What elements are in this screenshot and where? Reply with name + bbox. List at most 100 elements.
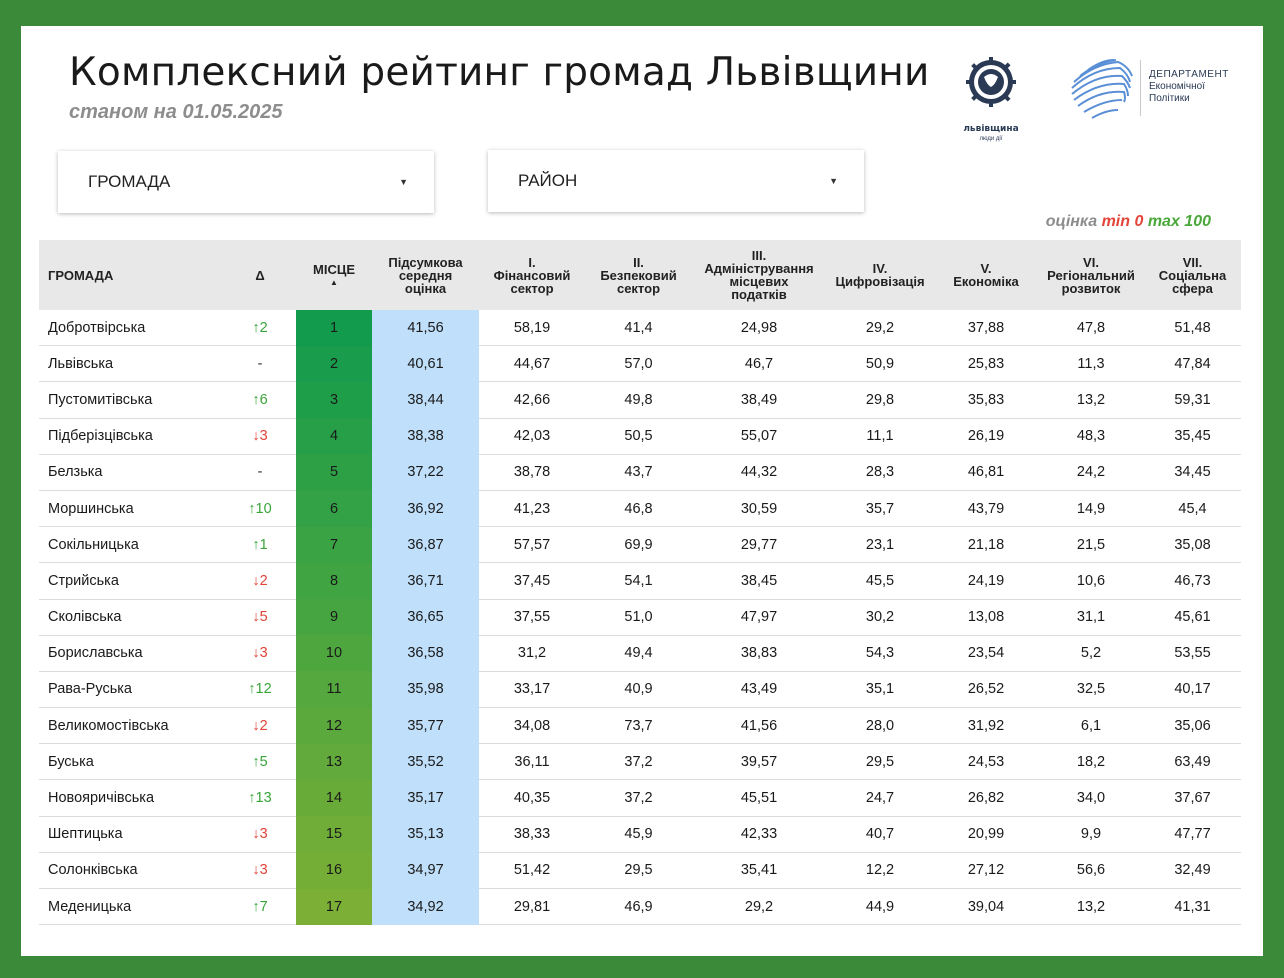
score-cell: 47,84 xyxy=(1144,345,1241,383)
score-cell: 11,3 xyxy=(1038,345,1144,383)
score-cell: 11,1 xyxy=(826,418,934,455)
rank-place: 2 xyxy=(296,345,372,382)
legend-min: min 0 xyxy=(1101,213,1144,230)
average-score: 41,56 xyxy=(372,310,479,346)
rank-change: ↓3 xyxy=(224,635,296,672)
score-cell: 46,8 xyxy=(585,490,692,528)
score-cell: 38,49 xyxy=(692,381,826,419)
score-cell: 28,0 xyxy=(826,707,934,745)
score-cell: 36,11 xyxy=(479,743,585,781)
col-header-tax-admin[interactable]: III. Адміністрування місцевих податків xyxy=(692,240,826,310)
table-row[interactable]: Пустомитівська ↑6 3 38,44 42,66 49,8 38,49 29,8… xyxy=(39,381,1241,419)
col-header-security[interactable]: II. Безпековий сектор xyxy=(585,240,692,310)
score-cell: 20,99 xyxy=(934,816,1038,853)
hromada-name: Новояричівська xyxy=(39,779,224,817)
score-cell: 42,03 xyxy=(479,418,585,455)
score-cell: 44,32 xyxy=(692,454,826,491)
rank-change: ↓3 xyxy=(224,852,296,890)
score-cell: 29,5 xyxy=(826,743,934,781)
col-header-avg[interactable]: Підсумкова середня оцінка xyxy=(372,240,479,310)
table-row[interactable]: Стрийська ↓2 8 36,71 37,45 54,1 38,45 45,5 24,19… xyxy=(39,562,1241,600)
average-score: 34,97 xyxy=(372,852,479,889)
report-card: Комплексний рейтинг громад Львівщини ста… xyxy=(21,26,1263,956)
hromada-name: Сокільницька xyxy=(39,526,224,564)
rank-place: 17 xyxy=(296,888,372,925)
score-cell: 12,2 xyxy=(826,852,934,890)
col-header-regional[interactable]: VI. Регіональний розвиток xyxy=(1038,240,1144,310)
score-cell: 40,17 xyxy=(1144,671,1241,709)
hromada-dropdown[interactable]: ГРОМАДА ▼ xyxy=(58,151,434,213)
col-header-social[interactable]: VII. Соціальна сфера xyxy=(1144,240,1241,310)
average-score: 34,92 xyxy=(372,888,479,925)
score-cell: 34,45 xyxy=(1144,454,1241,491)
table-row[interactable]: Белзька -5 37,22 38,78 43,7 44,32 28,3 46,81 24,… xyxy=(39,454,1241,491)
rank-place: 6 xyxy=(296,490,372,527)
score-cell: 37,45 xyxy=(479,562,585,600)
hromada-name: Шептицька xyxy=(39,816,224,853)
rank-change: ↑7 xyxy=(224,888,296,926)
col-header-delta[interactable]: Δ xyxy=(224,240,296,310)
score-cell: 38,33 xyxy=(479,816,585,853)
table-row[interactable]: Шептицька ↓3 15 35,13 38,33 45,9 42,33 40,7 20,9… xyxy=(39,816,1241,853)
score-cell: 21,18 xyxy=(934,526,1038,564)
caret-down-icon: ▼ xyxy=(829,176,838,186)
score-cell: 41,4 xyxy=(585,310,692,347)
table-row[interactable]: Бориславська ↓3 10 36,58 31,2 49,4 38,83 54,3 23… xyxy=(39,635,1241,672)
rank-change: - xyxy=(224,454,296,491)
score-cell: 28,3 xyxy=(826,454,934,491)
score-cell: 51,42 xyxy=(479,852,585,890)
col-header-financial[interactable]: I. Фінансовий сектор xyxy=(479,240,585,310)
dept-divider xyxy=(1140,60,1141,116)
table-row[interactable]: Великомостівська ↓2 12 35,77 34,08 73,7 41,56 2… xyxy=(39,707,1241,745)
score-cell: 35,83 xyxy=(934,381,1038,419)
table-row[interactable]: Добротвірська ↑2 1 41,56 58,19 41,4 24,98 29,2 3… xyxy=(39,310,1241,347)
score-cell: 54,1 xyxy=(585,562,692,600)
average-score: 36,65 xyxy=(372,599,479,636)
rank-change: ↑6 xyxy=(224,381,296,419)
score-cell: 40,9 xyxy=(585,671,692,709)
col-header-place[interactable]: МІСЦЕ ▲ xyxy=(296,240,372,310)
score-cell: 73,7 xyxy=(585,707,692,745)
rank-change: - xyxy=(224,345,296,383)
score-cell: 24,2 xyxy=(1038,454,1144,491)
hromada-name: Буська xyxy=(39,743,224,781)
rank-change: ↑13 xyxy=(224,779,296,817)
table-row[interactable]: Новояричівська ↑13 14 35,17 40,35 37,2 45,51 24… xyxy=(39,779,1241,817)
table-row[interactable]: Підберізцівська ↓3 4 38,38 42,03 50,5 55,07 11,… xyxy=(39,418,1241,455)
rank-change: ↓3 xyxy=(224,816,296,853)
score-cell: 35,45 xyxy=(1144,418,1241,455)
table-row[interactable]: Львівська -2 40,61 44,67 57,0 46,7 50,9 25,83 11… xyxy=(39,345,1241,383)
score-cell: 45,9 xyxy=(585,816,692,853)
score-cell: 29,8 xyxy=(826,381,934,419)
score-cell: 32,49 xyxy=(1144,852,1241,890)
score-cell: 46,7 xyxy=(692,345,826,383)
score-cell: 31,2 xyxy=(479,635,585,672)
score-cell: 50,5 xyxy=(585,418,692,455)
score-cell: 57,0 xyxy=(585,345,692,383)
ranking-table: ГРОМАДА Δ МІСЦЕ ▲ Підсумкова середня оцінка… xyxy=(39,240,1241,926)
table-row[interactable]: Рава-Руська ↑12 11 35,98 33,17 40,9 43,49 35,1 2… xyxy=(39,671,1241,709)
col-header-economy[interactable]: V. Економіка xyxy=(934,240,1038,310)
col-header-hromada[interactable]: ГРОМАДА xyxy=(39,240,224,310)
average-score: 38,38 xyxy=(372,418,479,455)
table-row[interactable]: Сколівська ↓5 9 36,65 37,55 51,0 47,97 30,2 13,0… xyxy=(39,599,1241,636)
hromada-name: Добротвірська xyxy=(39,310,224,347)
table-row[interactable]: Буська ↑5 13 35,52 36,11 37,2 39,57 29,5 24,53 18… xyxy=(39,743,1241,781)
logo-text: львівщина xyxy=(963,124,1019,134)
average-score: 35,77 xyxy=(372,707,479,744)
table-row[interactable]: Меденицька ↑7 17 34,92 29,81 46,9 29,2 44,9 39,0… xyxy=(39,888,1241,926)
average-score: 36,58 xyxy=(372,635,479,672)
score-cell: 30,59 xyxy=(692,490,826,528)
table-row[interactable]: Сокільницька ↑1 7 36,87 57,57 69,9 29,77 23,1 21… xyxy=(39,526,1241,564)
score-cell: 55,07 xyxy=(692,418,826,455)
rank-change: ↑2 xyxy=(224,310,296,347)
raion-dropdown[interactable]: РАЙОН ▼ xyxy=(488,150,864,212)
score-cell: 51,48 xyxy=(1144,310,1241,347)
score-cell: 43,7 xyxy=(585,454,692,491)
score-cell: 35,06 xyxy=(1144,707,1241,745)
table-row[interactable]: Солонківська ↓3 16 34,97 51,42 29,5 35,41 12,2 2… xyxy=(39,852,1241,890)
table-row[interactable]: Моршинська ↑10 6 36,92 41,23 46,8 30,59 35,7 43,… xyxy=(39,490,1241,528)
score-cell: 35,08 xyxy=(1144,526,1241,564)
col-header-digital[interactable]: IV. Цифровізація xyxy=(826,240,934,310)
score-cell: 29,5 xyxy=(585,852,692,890)
